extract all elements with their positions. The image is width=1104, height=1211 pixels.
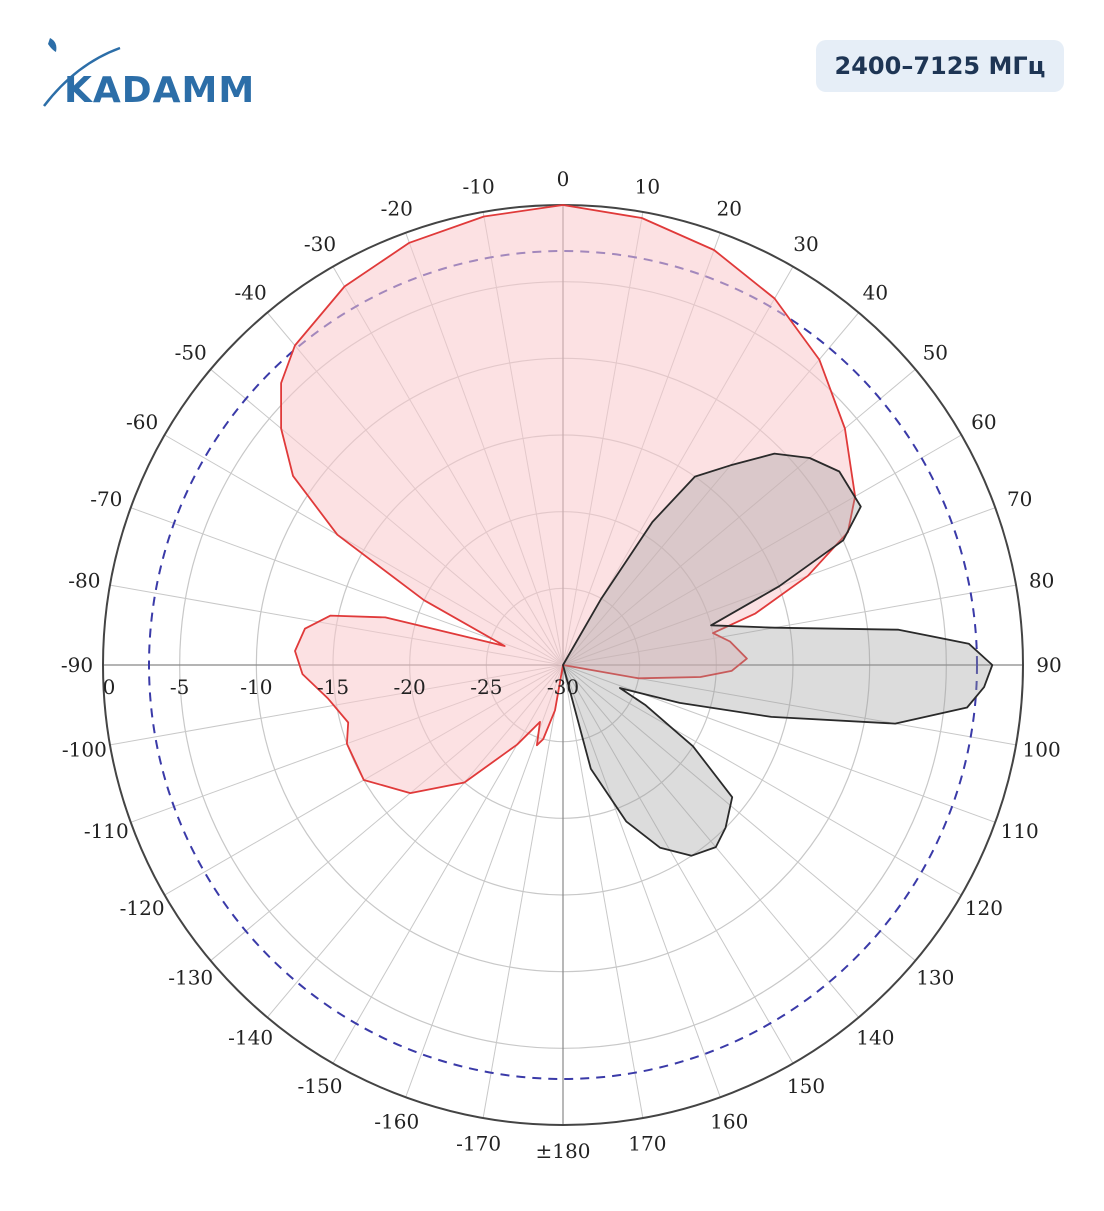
grid-spoke: [562, 664, 794, 1064]
logo-swoosh-icon: [43, 38, 121, 107]
radial-tick-label: -25: [470, 675, 502, 699]
angle-tick-label: -50: [175, 341, 207, 365]
radial-tick-label: -30: [547, 675, 579, 699]
tick-labels: 0 10 20 30 40 50 60 70 80 90 100 110 120 130 140 150 160…: [61, 167, 1062, 1163]
reference-circle: [148, 250, 978, 1080]
angle-tick-label: -110: [84, 819, 129, 843]
radial-tick-label: -10: [240, 675, 272, 699]
radial-tick-label: 0: [103, 675, 116, 699]
angle-tick-label: 20: [716, 196, 741, 220]
angle-tick-label: -80: [68, 569, 100, 593]
angle-tick-label: ±180: [536, 1139, 591, 1163]
angle-tick-label: 130: [916, 965, 954, 989]
angle-tick-label: 120: [965, 896, 1003, 920]
angle-tick-label: -40: [234, 281, 266, 305]
radial-tick-label: -20: [394, 675, 426, 699]
angle-tick-label: -120: [120, 896, 165, 920]
angle-tick-label: -20: [381, 196, 413, 220]
radial-tick-label: -15: [317, 675, 349, 699]
angle-tick-label: 110: [1001, 819, 1039, 843]
angle-tick-label: -60: [126, 410, 158, 434]
angle-tick-label: 10: [635, 174, 660, 198]
angle-tick-label: 70: [1007, 487, 1032, 511]
series-gray-pattern: [562, 452, 994, 857]
angle-tick-label: -140: [228, 1025, 273, 1049]
angle-tick-label: -130: [168, 965, 213, 989]
series-red-pattern: [280, 204, 856, 794]
angle-tick-label: 90: [1036, 653, 1061, 677]
angle-tick-label: 160: [710, 1110, 748, 1134]
band-badge: 2400–7125 МГц: [816, 40, 1064, 92]
angle-tick-label: -90: [61, 653, 93, 677]
grid-spoke: [562, 664, 644, 1119]
angle-tick-label: 30: [793, 232, 818, 256]
angle-tick-label: 100: [1023, 737, 1061, 761]
series-layer: [280, 204, 994, 857]
grid-spoke: [482, 664, 564, 1119]
angle-tick-label: 60: [971, 410, 996, 434]
grid-spoke: [562, 664, 962, 896]
angle-tick-label: 40: [863, 281, 888, 305]
grid-spoke: [405, 664, 564, 1098]
angle-tick-label: -10: [462, 174, 494, 198]
angle-tick-label: 50: [923, 341, 948, 365]
angle-tick-label: -30: [304, 232, 336, 256]
angle-tick-label: -150: [298, 1074, 343, 1098]
angle-tick-label: -100: [62, 737, 107, 761]
angle-tick-label: 140: [856, 1025, 894, 1049]
grid-spoke: [562, 664, 721, 1098]
angle-tick-label: -160: [374, 1110, 419, 1134]
angle-tick-label: 150: [787, 1074, 825, 1098]
logo-text: KADAMM: [64, 70, 256, 111]
angle-tick-label: -70: [90, 487, 122, 511]
radial-tick-label: -5: [170, 675, 189, 699]
grid-spoke: [562, 664, 860, 1018]
grid-spoke: [562, 664, 916, 962]
angle-tick-label: -170: [456, 1132, 501, 1156]
brand-logo: KADAMM: [36, 34, 296, 114]
angle-tick-label: 170: [628, 1132, 666, 1156]
angle-tick-label: 80: [1029, 569, 1054, 593]
angle-tick-label: 0: [557, 167, 570, 191]
